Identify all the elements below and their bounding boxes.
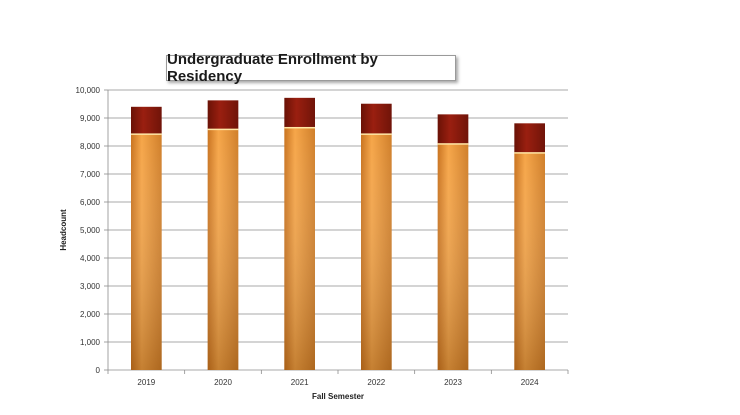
bar-upper-2024: [514, 123, 545, 153]
gridlines: [108, 89, 568, 343]
tick-labels: 0 1,000 2,000 3,000 4,000 5,000 6,000 7,000 8,00…: [59, 86, 539, 401]
bar-lower-shade-2019: [131, 133, 162, 370]
bar-upper-2019: [131, 106, 162, 134]
y-tick-label: 7,000: [80, 170, 101, 179]
x-tick-label: 2024: [521, 378, 539, 387]
x-tick-label: 2022: [367, 378, 385, 387]
bar-upper-2022: [361, 103, 392, 134]
bar-lower-cap-2019: [131, 132, 162, 135]
bar-lower-cap-2022: [361, 132, 392, 135]
chart-title: Undergraduate Enrollment by Residency: [166, 51, 456, 85]
bar-lower-cap-2021: [284, 125, 315, 129]
y-axis-title: Headcount: [59, 209, 68, 251]
y-tick-label: 10,000: [76, 86, 101, 95]
y-tick-label: 6,000: [80, 198, 101, 207]
x-axis-title: Fall Semester: [312, 392, 364, 401]
bar-lower-cap-2020: [207, 127, 239, 131]
x-tick-label: 2020: [214, 378, 232, 387]
y-tick-label: 9,000: [80, 114, 101, 123]
bar-lower-shade-2022: [361, 133, 392, 370]
bars: [131, 97, 545, 371]
y-tick-label: 4,000: [80, 254, 101, 263]
x-tick-label: 2021: [291, 378, 309, 387]
bar-lower-shade-2023: [437, 143, 469, 370]
bar-upper-2020: [207, 100, 239, 129]
x-tick-label: 2023: [444, 378, 462, 387]
y-tick-label: 5,000: [80, 226, 101, 235]
bar-lower-shade-2020: [207, 128, 239, 370]
bar-lower-cap-2023: [437, 142, 469, 145]
bar-lower-shade-2021: [284, 126, 315, 371]
y-tick-label: 8,000: [80, 142, 101, 151]
bar-upper-2021: [284, 97, 315, 127]
y-tick-label: 0: [96, 366, 101, 375]
bar-lower-shade-2024: [514, 152, 545, 370]
y-tick-label: 2,000: [80, 310, 101, 319]
bar-upper-2023: [437, 114, 469, 144]
axes: [104, 89, 569, 374]
y-tick-label: 1,000: [80, 338, 101, 347]
bar-lower-cap-2024: [514, 151, 545, 154]
x-tick-label: 2019: [137, 378, 155, 387]
y-tick-label: 3,000: [80, 282, 101, 291]
